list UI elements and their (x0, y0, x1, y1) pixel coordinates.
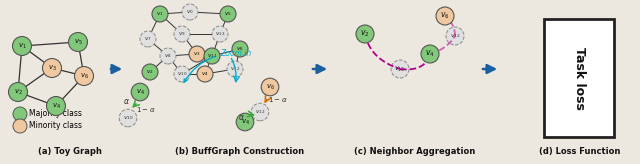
Circle shape (212, 26, 228, 42)
Text: $1-\alpha$: $1-\alpha$ (268, 95, 287, 104)
Text: $v_{10}$: $v_{10}$ (177, 70, 188, 78)
Circle shape (356, 25, 374, 43)
Circle shape (174, 66, 190, 82)
Text: $v_{12}$: $v_{12}$ (230, 65, 240, 73)
Text: $v_4$: $v_4$ (241, 117, 250, 127)
Text: Majority class: Majority class (29, 110, 82, 119)
Text: $v_2$: $v_2$ (13, 87, 22, 97)
Text: $1-\alpha$: $1-\alpha$ (136, 105, 156, 114)
Text: Task loss: Task loss (573, 47, 586, 109)
FancyBboxPatch shape (544, 19, 614, 137)
Text: $\alpha$: $\alpha$ (238, 113, 245, 122)
Circle shape (227, 61, 243, 77)
Text: $v_1$: $v_1$ (156, 10, 164, 18)
Circle shape (436, 7, 454, 25)
Text: $v_{13}$: $v_{13}$ (215, 30, 225, 38)
Circle shape (220, 6, 236, 22)
Circle shape (119, 109, 137, 127)
Text: $v_4$: $v_4$ (425, 49, 435, 59)
Text: (d) Loss Function: (d) Loss Function (540, 147, 621, 156)
Circle shape (13, 37, 31, 55)
Text: (c) Neighbor Aggregation: (c) Neighbor Aggregation (355, 147, 476, 156)
Circle shape (160, 48, 176, 64)
Text: $v_6$: $v_6$ (79, 71, 88, 81)
Circle shape (152, 6, 168, 22)
Text: $v_4$: $v_4$ (201, 70, 209, 78)
Text: (a) Toy Graph: (a) Toy Graph (38, 147, 102, 156)
Text: $v_7$: $v_7$ (144, 35, 152, 43)
Circle shape (131, 83, 149, 101)
Circle shape (140, 31, 156, 47)
Text: $v_{10}$: $v_{10}$ (394, 64, 406, 74)
Circle shape (391, 60, 409, 78)
Text: $v_9$: $v_9$ (178, 30, 186, 38)
Text: $v_4$: $v_4$ (51, 101, 61, 111)
Circle shape (8, 82, 28, 102)
Text: $v_3$: $v_3$ (193, 50, 201, 58)
Circle shape (182, 4, 198, 20)
Text: (b) BuffGraph Construction: (b) BuffGraph Construction (175, 147, 305, 156)
Text: $v_{10}$: $v_{10}$ (122, 114, 134, 122)
Circle shape (174, 26, 190, 42)
Text: $\alpha$: $\alpha$ (123, 97, 130, 106)
Circle shape (232, 41, 248, 57)
Circle shape (42, 59, 61, 78)
Text: $v_3$: $v_3$ (47, 63, 56, 73)
Text: $v_1$: $v_1$ (18, 41, 26, 51)
Text: $v_{11}$: $v_{11}$ (207, 52, 217, 60)
Circle shape (13, 119, 27, 133)
Text: Minority class: Minority class (29, 122, 82, 131)
Circle shape (204, 48, 220, 64)
Circle shape (236, 113, 254, 131)
Circle shape (13, 107, 27, 121)
Circle shape (446, 27, 464, 45)
Circle shape (251, 103, 269, 121)
Text: $v_5$: $v_5$ (74, 37, 83, 47)
Text: $v_{12}$: $v_{12}$ (449, 32, 460, 40)
Text: $v_8$: $v_8$ (164, 52, 172, 60)
Text: Zoom in: Zoom in (184, 49, 252, 82)
Text: $v_6$: $v_6$ (266, 82, 275, 92)
Text: $v_2$: $v_2$ (360, 29, 370, 39)
Circle shape (421, 45, 439, 63)
Text: $v_{12}$: $v_{12}$ (255, 108, 265, 116)
Text: $v_6$: $v_6$ (440, 11, 450, 21)
Circle shape (261, 78, 279, 96)
Circle shape (68, 32, 88, 51)
Text: $v_5$: $v_5$ (224, 10, 232, 18)
Text: $v_0$: $v_0$ (186, 8, 194, 16)
Circle shape (142, 64, 158, 80)
Text: $v_4$: $v_4$ (136, 87, 145, 97)
Circle shape (47, 96, 65, 115)
Circle shape (189, 46, 205, 62)
Text: $v_6$: $v_6$ (236, 45, 244, 53)
Circle shape (74, 66, 93, 85)
Circle shape (197, 66, 213, 82)
Text: $v_2$: $v_2$ (146, 68, 154, 76)
